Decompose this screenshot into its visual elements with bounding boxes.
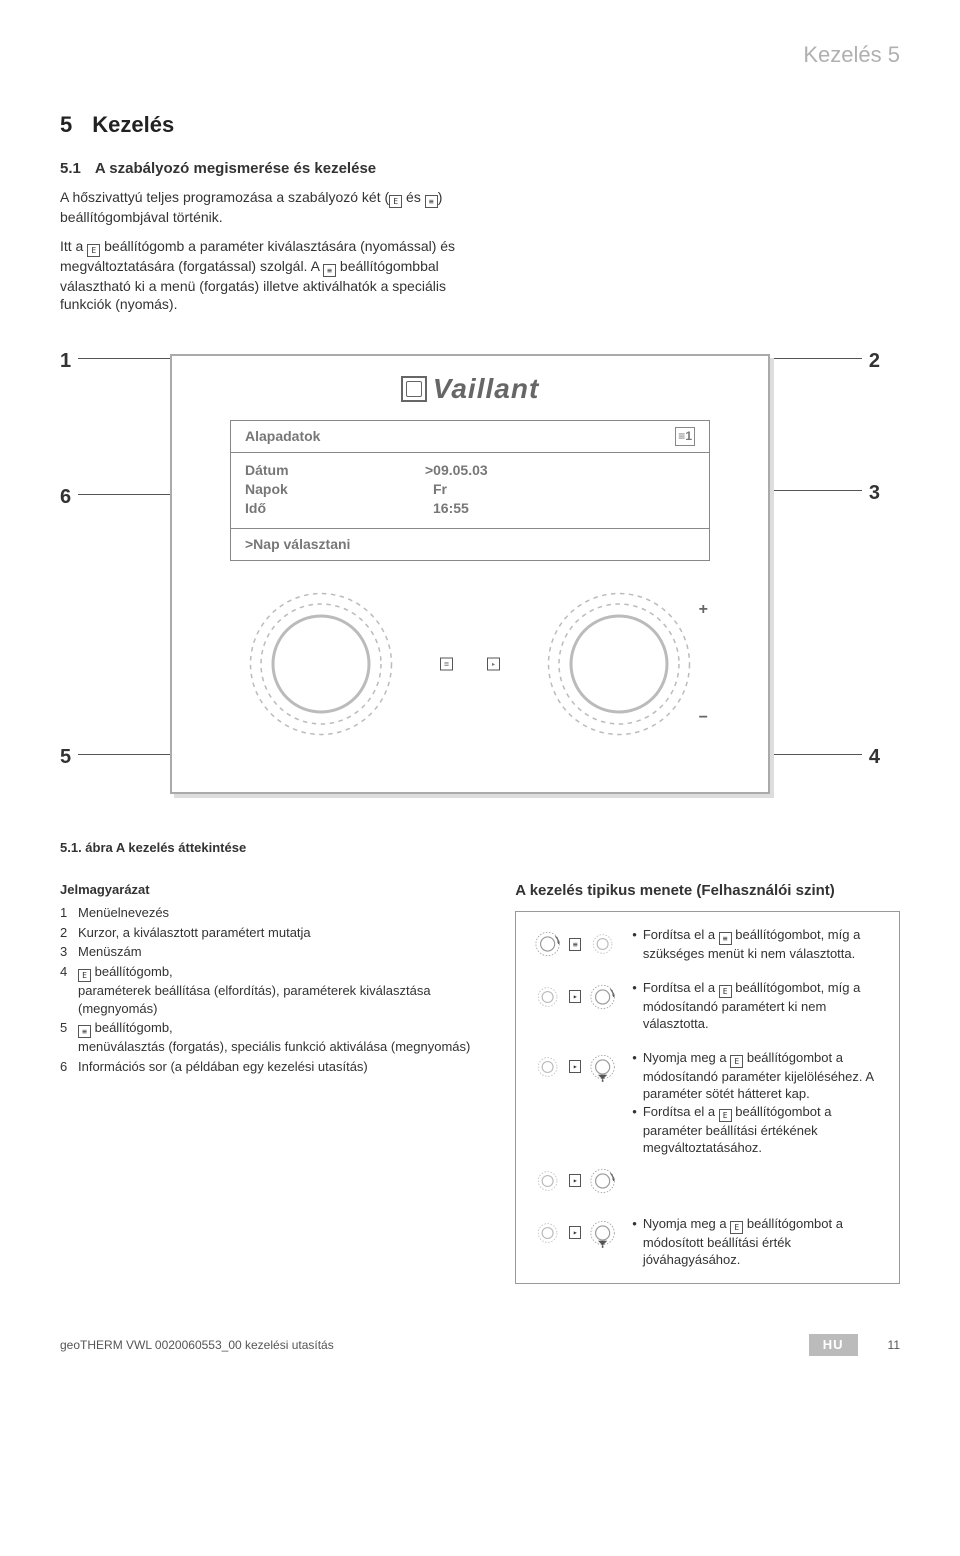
knob-m-icon: ≡ — [425, 195, 438, 208]
section-title: 5 Kezelés — [60, 110, 900, 140]
step-icons: ▸ — [532, 979, 618, 1015]
legend-title: Jelmagyarázat — [60, 881, 485, 899]
small-knob-icon — [532, 1049, 563, 1085]
chapter-header: Kezelés 5 — [60, 40, 900, 70]
lcd-title: Alapadatok — [245, 427, 320, 446]
callout-1: 1 — [60, 348, 71, 375]
small-knob-icon — [532, 1163, 563, 1199]
param-mode-icon: ▸ — [569, 1226, 581, 1239]
lcd-title-row: Alapadatok ≡1 — [231, 421, 709, 453]
dial-row: ≡ ▸ + − — [172, 589, 768, 739]
brand-logo: Vaillant — [172, 370, 768, 408]
section-number: 5 — [60, 112, 72, 137]
lcd-row: Dátum>09.05.03 — [245, 461, 695, 480]
knob-e-icon: E — [87, 244, 100, 257]
lcd-menu-number: ≡1 — [675, 427, 695, 446]
callout-2: 2 — [869, 348, 880, 375]
knob-e-icon: E — [78, 969, 91, 982]
plus-icon: + — [699, 599, 708, 621]
procedure-step: ▸ Nyomja meg a E beállítógombot a módosí… — [532, 1215, 883, 1269]
knob-e-icon: E — [730, 1221, 743, 1234]
step-text: Nyomja meg a E beállítógombot a módosíta… — [632, 1049, 883, 1157]
rotate-knob-icon — [587, 1163, 618, 1199]
left-dial[interactable] — [246, 589, 396, 739]
knob-e-icon: E — [719, 985, 732, 998]
press-knob-icon — [587, 1215, 618, 1251]
procedure-title: A kezelés tipikus menete (Felhasználói s… — [515, 881, 900, 901]
param-mode-icon: ▸ — [569, 1174, 581, 1187]
subsection-title: 5.1 A szabályozó megismerése és kezelése — [60, 159, 900, 179]
knob-m-icon: ≡ — [719, 932, 732, 945]
minus-icon: − — [699, 707, 708, 729]
step-text: Fordítsa el a ≡ beállítógombot, míg a sz… — [632, 926, 883, 963]
step-text: Fordítsa el a E beállítógombot, míg a mó… — [632, 979, 883, 1033]
lower-columns: Jelmagyarázat 1Menüelnevezés 2Kurzor, a … — [60, 881, 900, 1284]
legend-item: 6Információs sor (a példában egy kezelés… — [60, 1058, 485, 1076]
knob-m-icon: ≡ — [323, 264, 336, 277]
brand-mark-icon — [401, 376, 427, 402]
device-figure: 1 2 6 3 5 4 Vaillant Alapadatok ≡1 Dátum… — [60, 344, 880, 814]
knob-e-icon: E — [730, 1055, 743, 1068]
legend-column: Jelmagyarázat 1Menüelnevezés 2Kurzor, a … — [60, 881, 485, 1077]
footer-lang-badge: HU — [809, 1334, 858, 1356]
callout-5: 5 — [60, 744, 71, 771]
intro-paragraph-2: Itt a E beállítógomb a paraméter kiválas… — [60, 237, 490, 315]
section-name: Kezelés — [92, 112, 174, 137]
step-icons: ≡ — [532, 926, 618, 962]
legend-item: 1Menüelnevezés — [60, 904, 485, 922]
step-text: Nyomja meg a E beállítógombot a módosíto… — [632, 1215, 883, 1269]
callout-6: 6 — [60, 484, 71, 511]
brand-text: Vaillant — [433, 373, 540, 404]
page-footer: geoTHERM VWL 0020060553_00 kezelési utas… — [60, 1334, 900, 1356]
procedure-box: ≡ Fordítsa el a ≡ beállítógombot, míg a … — [515, 911, 900, 1284]
lcd-row: Idő16:55 — [245, 499, 695, 518]
small-knob-icon — [532, 1215, 563, 1251]
knob-m-icon: ≡ — [78, 1025, 91, 1038]
procedure-step: ▸ Fordítsa el a E beállítógombot, míg a … — [532, 979, 883, 1033]
subsection-name: A szabályozó megismerése és kezelése — [95, 160, 376, 177]
footer-doc-id: geoTHERM VWL 0020060553_00 kezelési utas… — [60, 1337, 334, 1353]
procedure-column: A kezelés tipikus menete (Felhasználói s… — [515, 881, 900, 1284]
legend-item: 2Kurzor, a kiválasztott paramétert mutat… — [60, 924, 485, 942]
right-dial[interactable]: + − — [544, 589, 694, 739]
param-mode-icon: ▸ — [487, 657, 500, 670]
step-icons: ▸ — [532, 1049, 618, 1085]
small-knob-icon — [532, 979, 563, 1015]
intro-paragraph-1: A hőszivattyú teljes programozása a szab… — [60, 188, 490, 227]
callout-4: 4 — [869, 744, 880, 771]
procedure-step: ≡ Fordítsa el a ≡ beállítógombot, míg a … — [532, 926, 883, 963]
knob-e-icon: E — [389, 195, 402, 208]
callout-3: 3 — [869, 480, 880, 507]
param-mode-icon: ▸ — [569, 990, 581, 1003]
knob-e-icon: E — [719, 1109, 732, 1122]
lcd-hint: >Nap választani — [245, 535, 350, 554]
rotate-knob-icon — [532, 926, 563, 962]
step-icons: ▸ — [532, 1163, 618, 1199]
dial-mode-icons: ≡ ▸ — [440, 657, 500, 670]
legend-item: 4E beállítógomb, paraméterek beállítása … — [60, 963, 485, 1017]
lcd-body: Dátum>09.05.03 NapokFr Idő16:55 — [231, 453, 709, 528]
controller-device: Vaillant Alapadatok ≡1 Dátum>09.05.03 Na… — [170, 354, 770, 794]
procedure-step-extra-icons: ▸ — [532, 1163, 883, 1199]
lcd-row: NapokFr — [245, 480, 695, 499]
footer-page-number: 11 — [888, 1337, 900, 1353]
subsection-number: 5.1 — [60, 160, 81, 177]
step-icons: ▸ — [532, 1215, 618, 1251]
procedure-step: ▸ Nyomja meg a E beállítógombot a módosí… — [532, 1049, 883, 1157]
figure-caption: 5.1. ábra A kezelés áttekintése — [60, 839, 900, 857]
legend-item: 5≡ beállítógomb, menüválasztás (forgatás… — [60, 1019, 485, 1056]
menu-mode-icon: ≡ — [440, 657, 453, 670]
param-mode-icon: ▸ — [569, 1060, 581, 1073]
rotate-knob-icon — [587, 979, 618, 1015]
legend-list: 1Menüelnevezés 2Kurzor, a kiválasztott p… — [60, 904, 485, 1075]
press-knob-icon — [587, 1049, 618, 1085]
lcd-footer-row: >Nap választani — [231, 528, 709, 560]
legend-item: 3Menüszám — [60, 943, 485, 961]
small-knob-icon — [587, 926, 618, 962]
menu-mode-icon: ≡ — [569, 938, 581, 951]
lcd-screen: Alapadatok ≡1 Dátum>09.05.03 NapokFr Idő… — [230, 420, 710, 560]
